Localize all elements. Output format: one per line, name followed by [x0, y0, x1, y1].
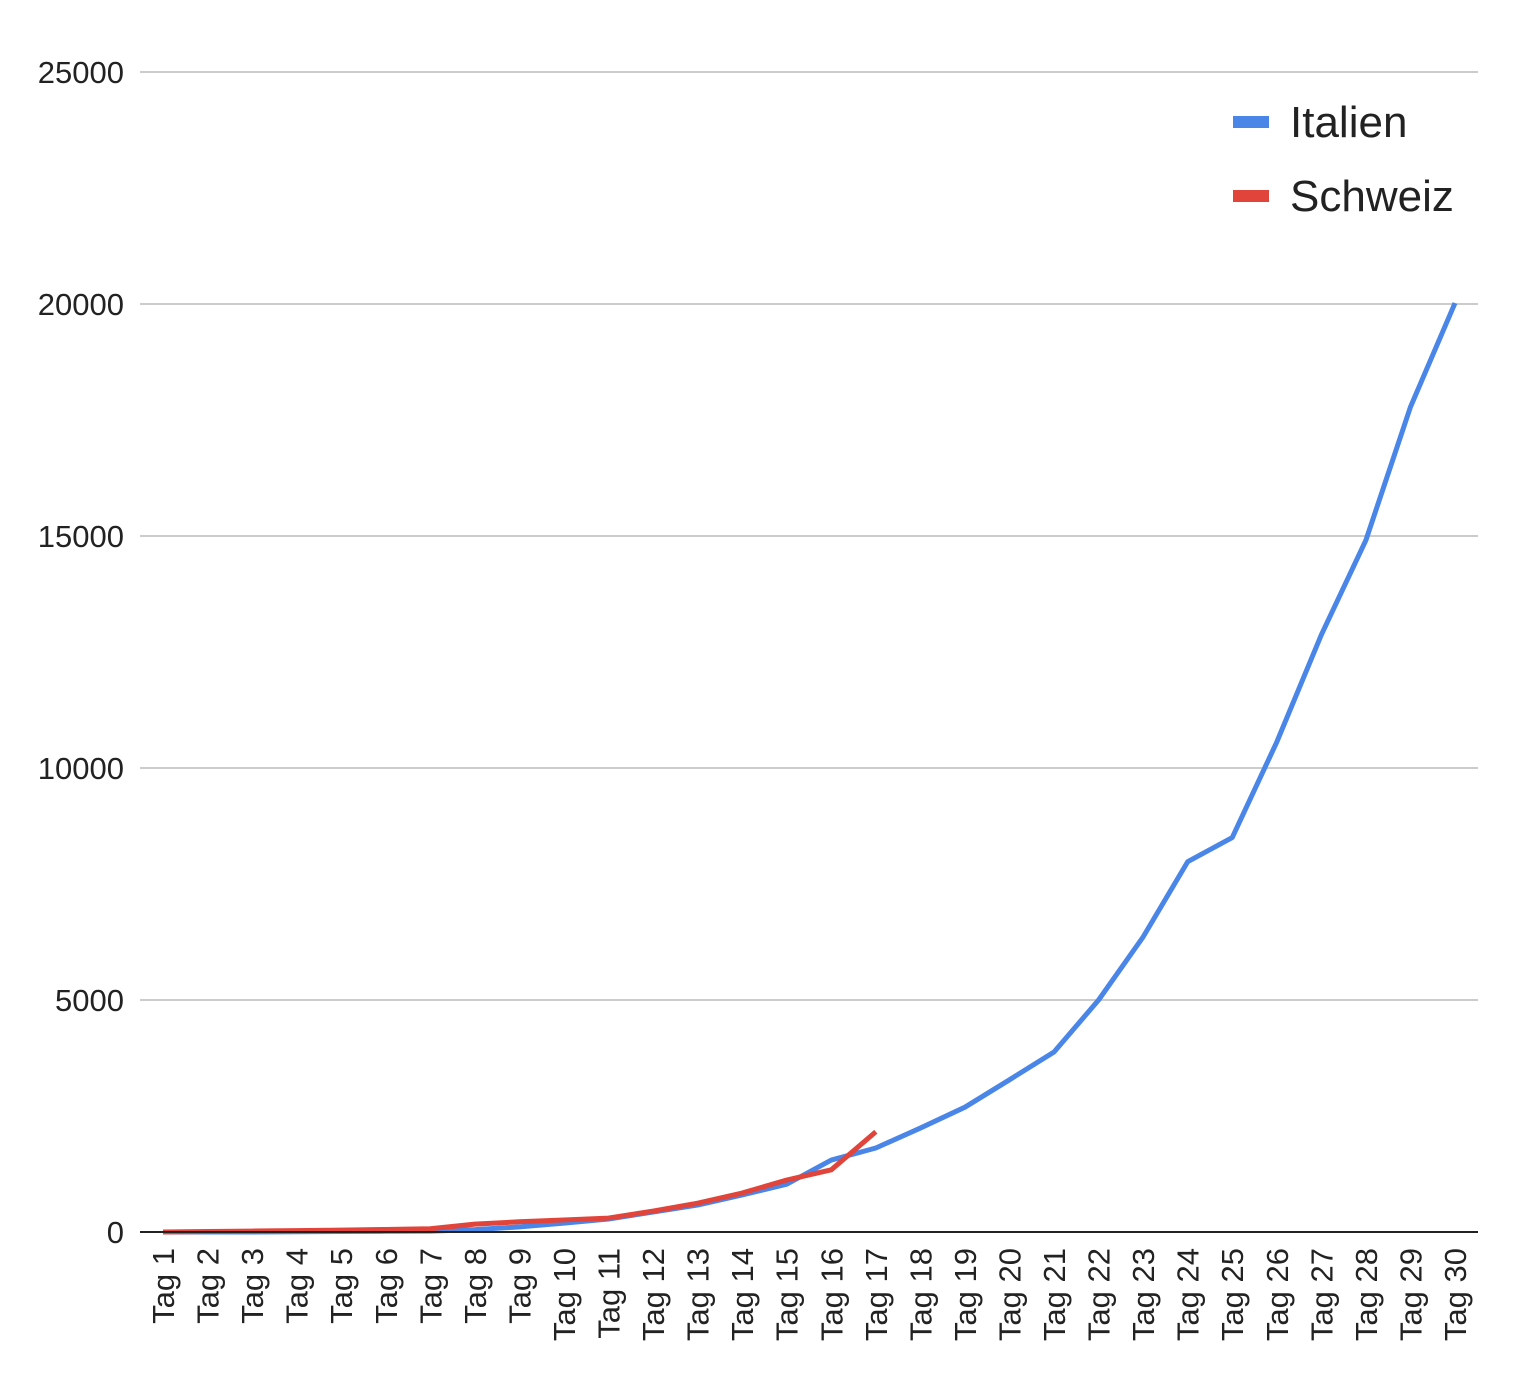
y-axis-ticks: 0 5000 10000 15000 20000 25000 [38, 55, 124, 1250]
legend-label: Italien [1290, 98, 1407, 147]
series-line-schweiz [162, 1129, 878, 1235]
y-tick-label: 10000 [38, 751, 124, 786]
x-tick-label: Tag 25 [1215, 1248, 1250, 1341]
x-tick-label: Tag 3 [235, 1248, 270, 1324]
x-tick-label: Tag 7 [413, 1248, 448, 1324]
x-tick-label: Tag 16 [814, 1248, 849, 1341]
x-tick-label: Tag 10 [547, 1248, 582, 1341]
x-tick-label: Tag 11 [592, 1248, 627, 1339]
x-tick-label: Tag 1 [146, 1248, 181, 1324]
gridlines [140, 71, 1478, 1001]
x-tick-label: Tag 6 [369, 1248, 404, 1324]
legend-label: Schweiz [1290, 172, 1454, 221]
legend-swatch [1233, 116, 1269, 128]
x-tick-label: Tag 17 [859, 1248, 894, 1341]
y-tick-label: 0 [107, 1215, 124, 1250]
x-tick-label: Tag 18 [903, 1248, 938, 1341]
x-tick-label: Tag 2 [191, 1248, 226, 1324]
legend-swatch [1233, 190, 1269, 202]
x-tick-label: Tag 8 [458, 1248, 493, 1324]
x-tick-label: Tag 23 [1126, 1248, 1161, 1341]
x-tick-label: Tag 29 [1393, 1248, 1428, 1341]
x-tick-label: Tag 9 [502, 1248, 537, 1324]
y-tick-label: 15000 [38, 519, 124, 554]
y-tick-label: 25000 [38, 55, 124, 90]
x-tick-label: Tag 21 [1037, 1248, 1072, 1341]
x-tick-label: Tag 19 [948, 1248, 983, 1341]
x-tick-label: Tag 30 [1438, 1248, 1473, 1341]
x-axis-ticks: Tag 1 Tag 2 Tag 3 Tag 4 Tag 5 Tag 6 Tag 7 Tag 8… [146, 1248, 1473, 1341]
x-tick-label: Tag 27 [1304, 1248, 1339, 1341]
x-tick-label: Tag 5 [324, 1248, 359, 1324]
legend: Italien Schweiz [1233, 98, 1454, 221]
x-tick-label: Tag 26 [1260, 1248, 1295, 1341]
x-tick-label: Tag 14 [725, 1248, 760, 1341]
x-tick-label: Tag 12 [636, 1248, 671, 1341]
x-tick-label: Tag 28 [1349, 1248, 1384, 1341]
x-tick-label: Tag 4 [280, 1248, 315, 1324]
x-tick-label: Tag 20 [992, 1248, 1027, 1341]
x-tick-label: Tag 24 [1171, 1248, 1206, 1341]
y-tick-label: 5000 [55, 983, 124, 1018]
x-tick-label: Tag 13 [681, 1248, 716, 1341]
x-tick-label: Tag 22 [1082, 1248, 1117, 1341]
x-tick-label: Tag 15 [770, 1248, 805, 1341]
y-tick-label: 20000 [38, 287, 124, 322]
